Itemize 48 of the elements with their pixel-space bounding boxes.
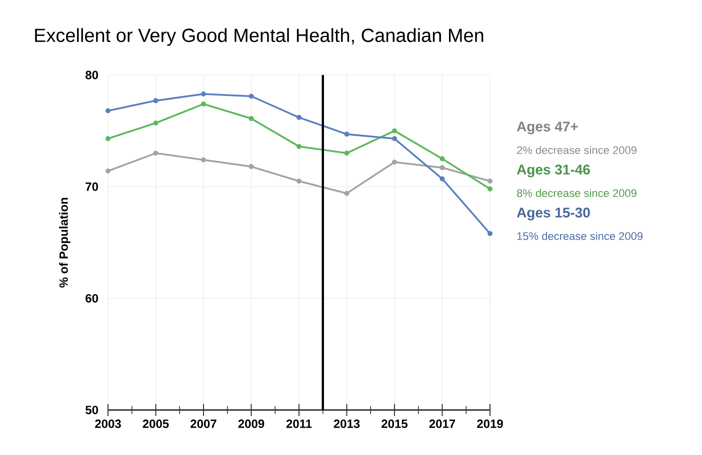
point [392,136,397,142]
point [106,168,111,174]
x-tick-label: 2003 [95,420,121,428]
point [201,157,206,162]
point [296,144,302,149]
point [488,231,492,236]
y-tick-label: 80 [86,70,98,80]
point [344,150,350,156]
y-axis-title: % of Population [59,198,70,288]
x-tick-label: 2013 [334,420,360,428]
text: 2% decrease since 2009 [517,146,636,154]
x-tick-label: 2019 [477,420,503,428]
point [201,102,206,107]
point [201,91,206,96]
y-tick-label: 50 [86,406,98,414]
x-tick-label: 2015 [382,420,408,428]
x-tick-label: 2009 [238,420,264,428]
point [488,178,492,184]
point [440,156,445,162]
point [392,160,397,165]
point [248,94,254,99]
point [440,176,445,182]
text: 15% decrease since 2009 [517,232,643,240]
x-tick-label: 2017 [429,420,456,428]
point [106,108,111,114]
point [392,128,397,134]
point [344,190,350,196]
text: Ages 47+ [516,122,578,134]
x-tick-label: 2007 [190,420,216,428]
y-tick-label: 60 [86,294,98,303]
point [153,120,158,126]
point [440,165,445,170]
point [248,164,254,170]
point [296,114,302,120]
x-tick-label: 2005 [142,420,169,428]
point [344,132,350,137]
text: Ages 15-30 [516,208,590,220]
point [296,178,302,184]
series-label: Ages 31-46 [516,164,590,178]
point [248,116,254,122]
y-tick-label: 70 [86,182,98,191]
chart-title: Excellent or Very Good Mental Health, Canadian Men [35,28,484,46]
point [153,150,158,156]
point [106,136,111,142]
x-tick-label: 2011 [286,420,312,428]
point [153,98,158,104]
point [488,186,492,192]
text: 8% decrease since 2009 [517,188,636,198]
